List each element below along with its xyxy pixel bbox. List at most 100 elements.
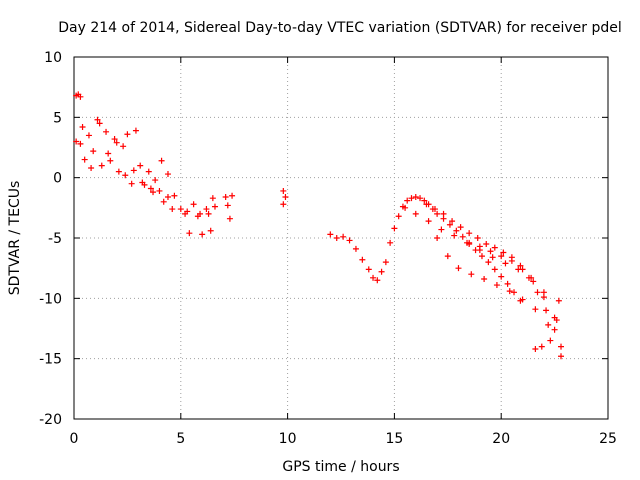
y-tick-label: 5 [53, 110, 62, 126]
data-point [412, 193, 419, 200]
data-point [558, 343, 565, 350]
data-point [152, 177, 159, 184]
data-point [107, 157, 114, 164]
data-point [120, 143, 127, 150]
data-point [498, 273, 505, 280]
data-point [158, 157, 165, 164]
data-point [186, 230, 193, 237]
data-point [540, 294, 547, 301]
data-point [502, 260, 509, 267]
data-point [280, 201, 287, 208]
x-tick-label: 25 [599, 431, 617, 447]
y-tick-label: -5 [48, 231, 62, 247]
data-point [476, 243, 483, 250]
data-point [147, 185, 154, 192]
data-point [491, 244, 498, 251]
x-tick-label: 20 [492, 431, 510, 447]
y-tick-label: 10 [44, 50, 62, 66]
data-point [532, 346, 539, 353]
data-point [451, 232, 458, 239]
data-point [545, 321, 552, 328]
data-point [96, 120, 103, 127]
data-point [81, 156, 88, 163]
data-point [511, 289, 518, 296]
data-point [547, 337, 554, 344]
data-points [73, 91, 565, 360]
data-point [115, 168, 122, 175]
data-point [498, 253, 505, 260]
data-point [333, 235, 340, 241]
data-point [530, 278, 537, 285]
x-tick-label: 15 [385, 431, 403, 447]
data-point [171, 192, 178, 199]
data-point [327, 231, 334, 238]
data-point [340, 233, 347, 240]
data-point [226, 215, 233, 222]
data-point [113, 139, 120, 146]
data-point [483, 241, 490, 248]
data-point [517, 262, 524, 269]
data-point [205, 210, 212, 217]
data-point [466, 239, 473, 246]
data-point [538, 343, 545, 350]
data-point [130, 167, 137, 174]
data-point [124, 131, 131, 138]
data-point [122, 172, 129, 179]
data-point [408, 195, 415, 202]
data-point [543, 307, 550, 314]
data-point [478, 253, 485, 260]
data-point [346, 237, 353, 244]
data-point [359, 256, 366, 263]
data-point [402, 204, 409, 211]
data-point [199, 231, 206, 238]
data-point [365, 266, 372, 273]
x-tick-label: 5 [176, 431, 185, 447]
data-point [85, 132, 92, 139]
data-point [500, 249, 507, 256]
data-point [528, 274, 535, 281]
data-point [90, 148, 97, 155]
data-point [224, 202, 231, 209]
data-point [519, 296, 526, 303]
data-point [421, 197, 428, 204]
data-point [209, 195, 216, 202]
data-point [532, 306, 539, 313]
data-point [446, 221, 453, 228]
y-tick-label: 0 [53, 171, 62, 187]
x-tick-label: 10 [279, 431, 297, 447]
data-point [79, 123, 86, 130]
data-point [481, 276, 488, 283]
data-point [504, 280, 511, 287]
data-point [150, 189, 157, 196]
data-point [440, 210, 447, 217]
data-point [374, 277, 381, 284]
data-point [94, 116, 101, 123]
data-point [487, 248, 494, 255]
data-point [551, 314, 558, 321]
grid [74, 57, 608, 419]
x-tick-label: 0 [70, 431, 79, 447]
data-point [105, 150, 112, 157]
data-point [391, 225, 398, 232]
data-point [77, 93, 84, 100]
data-point [141, 181, 148, 188]
data-point [164, 171, 171, 178]
data-point [485, 259, 492, 266]
data-point [370, 274, 377, 281]
data-point [280, 187, 287, 194]
data-point [160, 198, 167, 205]
data-point [444, 253, 451, 260]
data-point [111, 136, 118, 143]
data-point [382, 259, 389, 266]
data-point [558, 353, 565, 360]
data-point [387, 239, 394, 246]
data-point [534, 289, 541, 296]
data-point [474, 235, 481, 241]
data-point [128, 180, 135, 187]
data-point [156, 187, 163, 194]
data-point [203, 206, 210, 213]
data-point [404, 197, 411, 204]
data-point [438, 226, 445, 233]
data-point [207, 227, 214, 234]
